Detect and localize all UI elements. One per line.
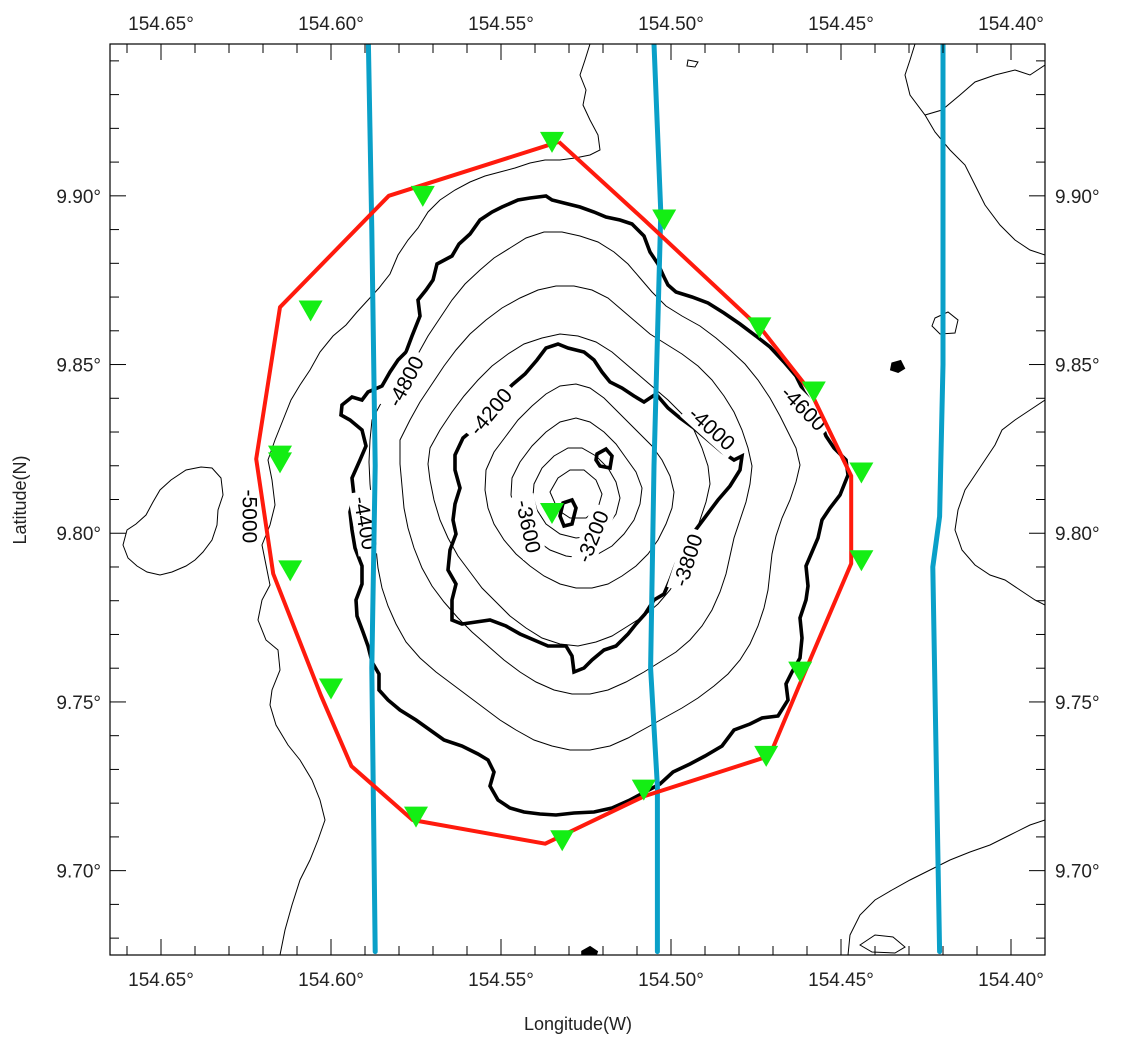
station-triangle-marker: [788, 661, 813, 683]
contour-4600: [399, 285, 753, 695]
lat-tick-label-left: 9.90°: [56, 187, 101, 208]
lon-tick-label-bottom: 154.60°: [298, 970, 364, 991]
station-triangle-marker: [268, 452, 292, 474]
ship-track-line: [365, 44, 378, 955]
contour-line-west-ridge: [257, 44, 601, 955]
contour-3400: [532, 447, 621, 539]
station-triangle-marker: [298, 300, 323, 322]
contour-label-backdrop: [509, 492, 547, 561]
station-markers: [268, 131, 874, 852]
station-triangle-marker: [652, 209, 677, 231]
lat-tick-label-right: 9.70°: [1055, 862, 1100, 883]
lon-tick-label-bottom: 154.40°: [978, 970, 1044, 991]
station-triangle-marker: [754, 745, 779, 767]
lon-tick-label-top: 154.55°: [468, 14, 534, 35]
lat-tick-label-left: 9.80°: [56, 524, 101, 545]
contour-label-backdrop: [666, 526, 710, 595]
contour-summit-ring: [558, 497, 578, 529]
plot-background: [110, 44, 1045, 955]
contour-east-pit: [889, 359, 906, 373]
lon-tick-label-bottom: 154.50°: [638, 970, 704, 991]
contour-3800: [484, 383, 675, 589]
station-triangle-marker: [319, 678, 343, 700]
background-contours: [122, 44, 1045, 955]
station-triangle-marker: [849, 462, 874, 484]
contour-south-pit: [581, 945, 599, 955]
station-triangle-marker: [801, 381, 826, 403]
contour-line-east-ridge: [847, 44, 1045, 955]
y-axis-title: Latitude(N): [10, 455, 30, 544]
lon-tick-label-bottom: 154.45°: [808, 970, 874, 991]
contour-3200: [549, 469, 603, 519]
station-triangle-marker: [747, 317, 772, 339]
contour-label-backdrop: [380, 347, 432, 416]
lon-tick-label-top: 154.45°: [808, 14, 874, 35]
ship-tracks: [365, 44, 946, 955]
lon-tick-label-bottom: 154.55°: [468, 970, 534, 991]
contour-label: -5000: [237, 484, 262, 549]
lon-tick-label-top: 154.65°: [128, 14, 194, 35]
lat-tick-label-left: 9.75°: [56, 693, 101, 714]
contour-summit-cone: [594, 446, 614, 471]
survey-polygon: [254, 139, 854, 846]
lat-tick-label-right: 9.75°: [1055, 693, 1100, 714]
lon-tick-label-top: 154.60°: [298, 14, 364, 35]
lat-tick-label-left: 9.85°: [56, 356, 101, 377]
survey-polygon-line: [254, 139, 854, 846]
ship-track-line: [930, 44, 946, 955]
contour-line-west-seamount: [122, 466, 224, 576]
contour-line-east-knoll: [931, 311, 959, 335]
plot-frame: [109, 43, 1046, 956]
station-triangle-marker: [278, 560, 303, 582]
lat-tick-label-right: 9.85°: [1055, 356, 1100, 377]
contour-label-backdrop: [237, 484, 262, 549]
contour-label-backdrop: [680, 398, 744, 459]
station-triangle-marker: [404, 806, 428, 828]
contour-4800: [368, 231, 801, 751]
lat-tick-label-left: 9.70°: [56, 862, 101, 883]
ship-track-line: [648, 44, 664, 955]
lon-tick-label-top: 154.40°: [978, 14, 1044, 35]
station-triangle-marker: [540, 131, 564, 153]
station-triangle-marker: [540, 502, 564, 524]
lon-tick-label-top: 154.50°: [638, 14, 704, 35]
contour-label-backdrop: [569, 502, 616, 571]
contour-5000: [339, 194, 850, 817]
contour-label-backdrop: [772, 377, 835, 440]
lon-tick-label-bottom: 154.65°: [128, 970, 194, 991]
station-triangle-marker: [550, 830, 575, 852]
lat-tick-label-right: 9.80°: [1055, 524, 1100, 545]
station-triangle-marker: [410, 185, 435, 207]
x-axis-title: Longitude(W): [524, 1014, 632, 1034]
station-triangle-marker: [849, 550, 874, 572]
station-triangle-marker: [631, 779, 656, 801]
contour-line-north-spur: [686, 59, 699, 68]
contour-label-text: -5000: [237, 490, 260, 544]
contour-label-backdrop: [461, 379, 521, 444]
axis-tick-labels: 154.65° 154.65° 154.60° 154.60° 154.55° 154.5…: [56, 14, 1099, 991]
lat-tick-label-right: 9.90°: [1055, 187, 1100, 208]
